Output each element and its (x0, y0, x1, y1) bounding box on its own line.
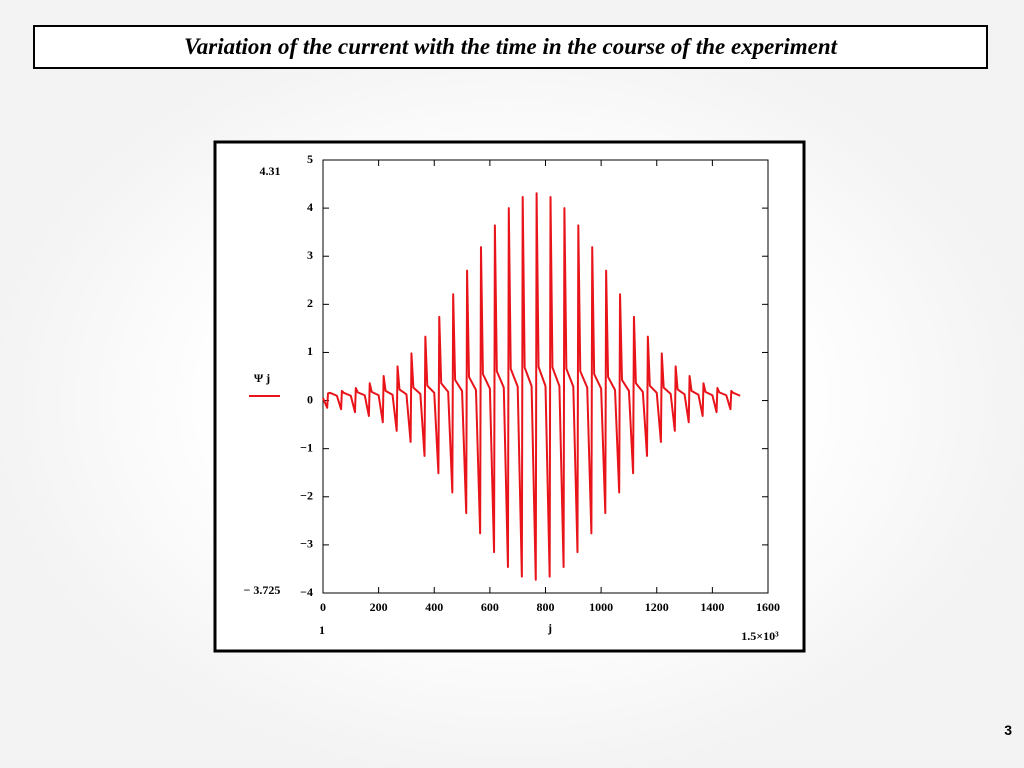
x-tick-label: 200 (370, 600, 388, 614)
x-tick-label: 1000 (589, 600, 613, 614)
y-tick-label: 3 (307, 248, 313, 262)
y-tick-label: 5 (307, 152, 313, 166)
x-tick-label: 800 (537, 600, 555, 614)
y-tick-label: 2 (307, 296, 313, 310)
y-min-marker: − 3.725 (244, 583, 281, 597)
y-max-marker: 4.31 (260, 164, 281, 178)
x-tick-label: 1600 (756, 600, 780, 614)
y-tick-label: −1 (300, 440, 313, 454)
x-tick-label: 600 (481, 600, 499, 614)
x-tick-label: 0 (320, 600, 326, 614)
y-tick-label: 4 (307, 200, 313, 214)
legend-label: Ψ j (254, 371, 270, 385)
slide-title: Variation of the current with the time i… (33, 25, 988, 69)
x-tick-label: 400 (425, 600, 443, 614)
y-tick-label: −4 (300, 585, 313, 599)
x-tick-label: 1400 (700, 600, 724, 614)
y-tick-label: 1 (307, 344, 313, 358)
x-max-marker: 1.5×10³ (741, 629, 779, 643)
x-min-marker: 1 (319, 623, 325, 637)
y-tick-label: 0 (307, 392, 313, 406)
y-tick-label: −2 (300, 489, 313, 503)
page-number: 3 (1004, 722, 1012, 738)
x-axis-label: j (547, 621, 552, 635)
y-tick-label: −3 (300, 537, 313, 551)
x-tick-label: 1200 (645, 600, 669, 614)
data-line (322, 192, 741, 581)
